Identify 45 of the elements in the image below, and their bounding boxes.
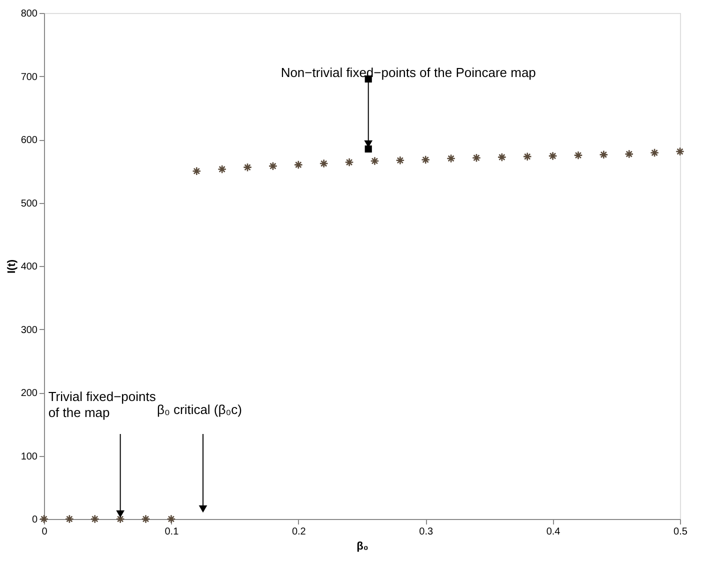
y-tick-label: 300: [20, 324, 38, 336]
x-tick-label: 0.3: [419, 526, 434, 538]
point: [192, 166, 202, 176]
point: [522, 152, 532, 162]
y-axis-title: I(t): [6, 259, 18, 274]
point: [675, 146, 685, 156]
y-tick-label: 600: [20, 135, 38, 146]
y-tick-label: 500: [20, 198, 38, 210]
x-tick-label: 0.2: [292, 526, 306, 538]
point: [166, 514, 176, 524]
y-tick-label: 0: [32, 514, 38, 526]
point: [599, 150, 608, 160]
point: [344, 158, 354, 167]
point: [421, 155, 430, 164]
x-axis-title: β₀: [356, 540, 368, 552]
point: [472, 153, 482, 162]
y-tick-label: 700: [20, 72, 38, 83]
point: [370, 156, 380, 166]
y-tick-label: 800: [20, 8, 38, 20]
point: [242, 162, 252, 172]
x-tick-label: 0: [42, 526, 48, 538]
point: [218, 164, 227, 174]
point: [141, 514, 150, 524]
point: [116, 514, 125, 524]
point: [624, 150, 634, 159]
point: [497, 152, 506, 162]
point: [268, 162, 278, 171]
annotation: β₀ critical (β₀c): [157, 402, 242, 417]
annotation: Trivial fixed−points of the map: [48, 389, 156, 420]
x-tick-label: 0.1: [164, 526, 180, 538]
x-tick-label: 0.5: [674, 526, 688, 538]
point: [396, 156, 405, 165]
y-tick-label: 400: [20, 262, 38, 272]
point: [294, 160, 303, 170]
point: [319, 159, 328, 168]
point: [574, 150, 583, 160]
y-tick-label: 200: [20, 388, 38, 399]
point: [90, 514, 100, 524]
y-tick-label: 100: [20, 451, 38, 462]
x-tick-label: 0.4: [546, 526, 561, 538]
point: [446, 154, 456, 163]
annotation: Non−trivial fixed−points of the Poincare map: [280, 64, 536, 80]
point: [650, 148, 660, 158]
point: [548, 151, 558, 160]
point: [64, 514, 74, 524]
